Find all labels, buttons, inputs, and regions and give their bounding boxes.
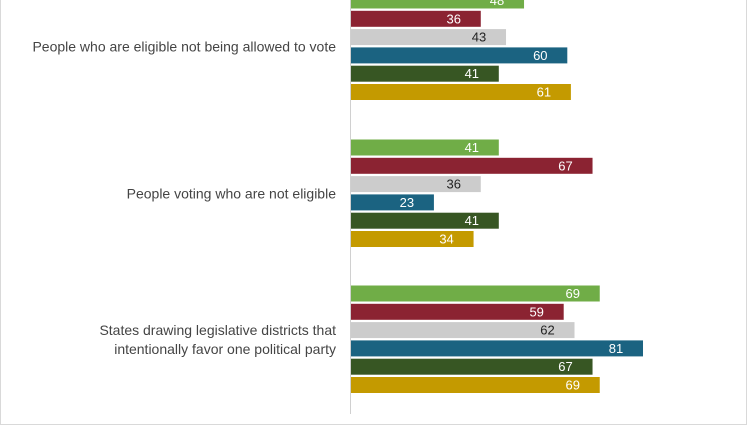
- category-label: intentionally favor one political party: [114, 341, 336, 357]
- bar-value-label: 67: [558, 158, 572, 173]
- bar-value-label: 69: [566, 286, 580, 301]
- bar: [351, 194, 434, 211]
- bar-value-label: 67: [558, 359, 572, 374]
- bar: [351, 29, 507, 46]
- bar: [351, 231, 474, 247]
- category-label: People who are eligible not being allowe…: [32, 38, 336, 54]
- bar: [351, 10, 481, 27]
- category-label: People voting who are not eligible: [127, 185, 337, 201]
- bar-value-label: 36: [447, 11, 461, 26]
- bar-value-label: 36: [447, 177, 461, 192]
- bar: [351, 84, 571, 100]
- bar: [351, 0, 525, 9]
- bar-value-label: 62: [540, 323, 554, 338]
- bar-value-label: 43: [472, 30, 486, 45]
- bar: [351, 157, 593, 174]
- bar: [351, 358, 593, 375]
- bar: [351, 322, 575, 339]
- bar-value-label: 41: [465, 140, 479, 155]
- bar: [351, 47, 568, 64]
- bar: [351, 65, 499, 82]
- bar: [351, 176, 481, 193]
- bar-value-label: 41: [465, 213, 479, 228]
- bar-value-label: 23: [400, 195, 414, 210]
- bar: [351, 139, 499, 156]
- bar-value-label: 60: [533, 48, 547, 63]
- bar: [351, 285, 600, 302]
- bar-value-label: 59: [529, 304, 543, 319]
- bar-value-label: 41: [465, 66, 479, 81]
- bar-value-label: 48: [490, 0, 504, 8]
- bar-value-label: 69: [566, 378, 580, 393]
- bar-value-label: 81: [609, 341, 623, 356]
- bar-value-label: 34: [439, 232, 453, 247]
- bar: [351, 377, 600, 393]
- bar: [351, 303, 564, 320]
- bar-value-label: 61: [537, 85, 551, 100]
- category-label: States drawing legislative districts tha…: [99, 322, 336, 338]
- bar: [351, 212, 499, 229]
- bar: [351, 340, 644, 357]
